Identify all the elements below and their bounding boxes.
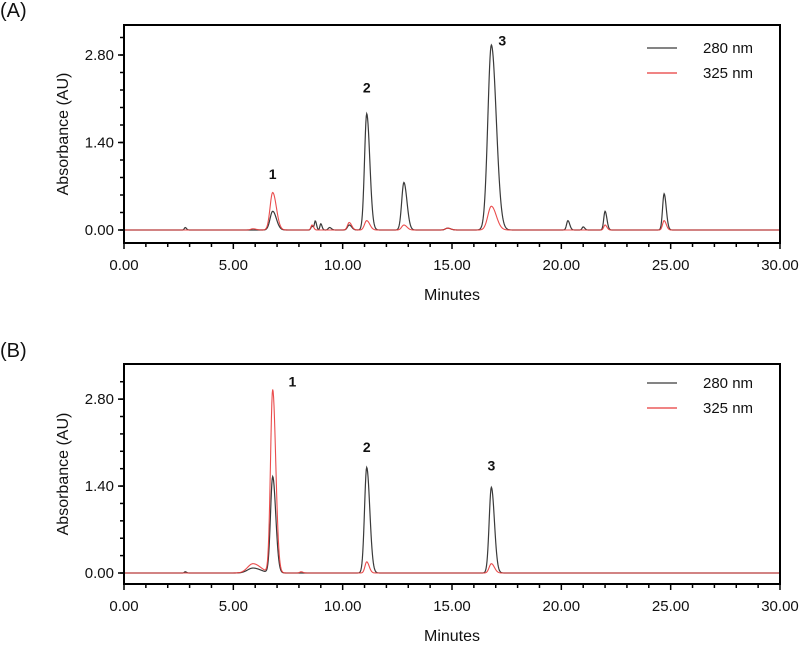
plot-frame: [123, 363, 781, 585]
x-tick-label: 30.00: [761, 598, 799, 615]
x-tick-label: 5.00: [219, 257, 248, 274]
panel-a: (A) 0.00 5.00 10.00 15.00 20.00 25.00 30.00 0.0…: [0, 0, 800, 330]
y-tick-label: 2.80: [85, 391, 114, 408]
peak-label: 3: [498, 33, 506, 49]
y-axis-title: Absorbance (AU): [55, 413, 72, 536]
y-tick-label: 2.80: [85, 47, 114, 64]
x-tick-label: 20.00: [543, 598, 581, 615]
peak-label: 1: [269, 166, 277, 182]
y-axis-title: Absorbance (AU): [55, 73, 72, 196]
x-tick-label: 10.00: [324, 598, 362, 615]
peak-label: 2: [363, 439, 371, 455]
x-tick-label: 15.00: [433, 598, 471, 615]
x-axis-title: Minutes: [424, 287, 480, 304]
x-tick-label: 5.00: [219, 598, 248, 615]
y-tick-label: 0.00: [85, 222, 114, 239]
y-tick-label: 0.00: [85, 565, 114, 582]
x-axis-title: Minutes: [424, 628, 480, 645]
legend-label: 280 nm: [703, 375, 753, 392]
panel-b-label: (B): [0, 340, 27, 362]
x-tick-label: 25.00: [652, 257, 690, 274]
peak-label: 1: [288, 374, 296, 390]
y-tick-label: 1.40: [85, 478, 114, 495]
peak-label: 2: [363, 80, 371, 96]
x-tick-label: 30.00: [761, 257, 799, 274]
chart-a: 0.00 5.00 10.00 15.00 20.00 25.00 30.00 0.00 1.4…: [55, 24, 799, 304]
legend-label: 325 nm: [703, 65, 753, 82]
x-tick-label: 10.00: [324, 257, 362, 274]
x-tick-label: 0.00: [109, 257, 138, 274]
peak-label: 3: [487, 458, 495, 474]
x-tick-label: 15.00: [433, 257, 471, 274]
trace-280-nm: [124, 465, 780, 574]
panel-a-label: (A): [0, 0, 27, 22]
y-tick-label: 1.40: [85, 135, 114, 152]
trace-325-nm: [124, 389, 780, 574]
trace-325-nm: [124, 191, 780, 231]
legend-label: 280 nm: [703, 40, 753, 57]
x-tick-label: 25.00: [652, 598, 690, 615]
x-tick-label: 20.00: [543, 257, 581, 274]
legend-label: 325 nm: [703, 400, 753, 417]
x-tick-label: 0.00: [109, 598, 138, 615]
